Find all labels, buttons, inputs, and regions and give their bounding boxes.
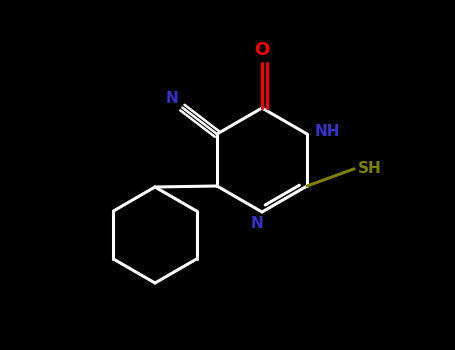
Text: N: N bbox=[166, 91, 178, 106]
Text: O: O bbox=[254, 41, 270, 59]
Text: N: N bbox=[251, 216, 263, 231]
Text: SH: SH bbox=[358, 161, 382, 176]
Text: NH: NH bbox=[315, 125, 340, 140]
